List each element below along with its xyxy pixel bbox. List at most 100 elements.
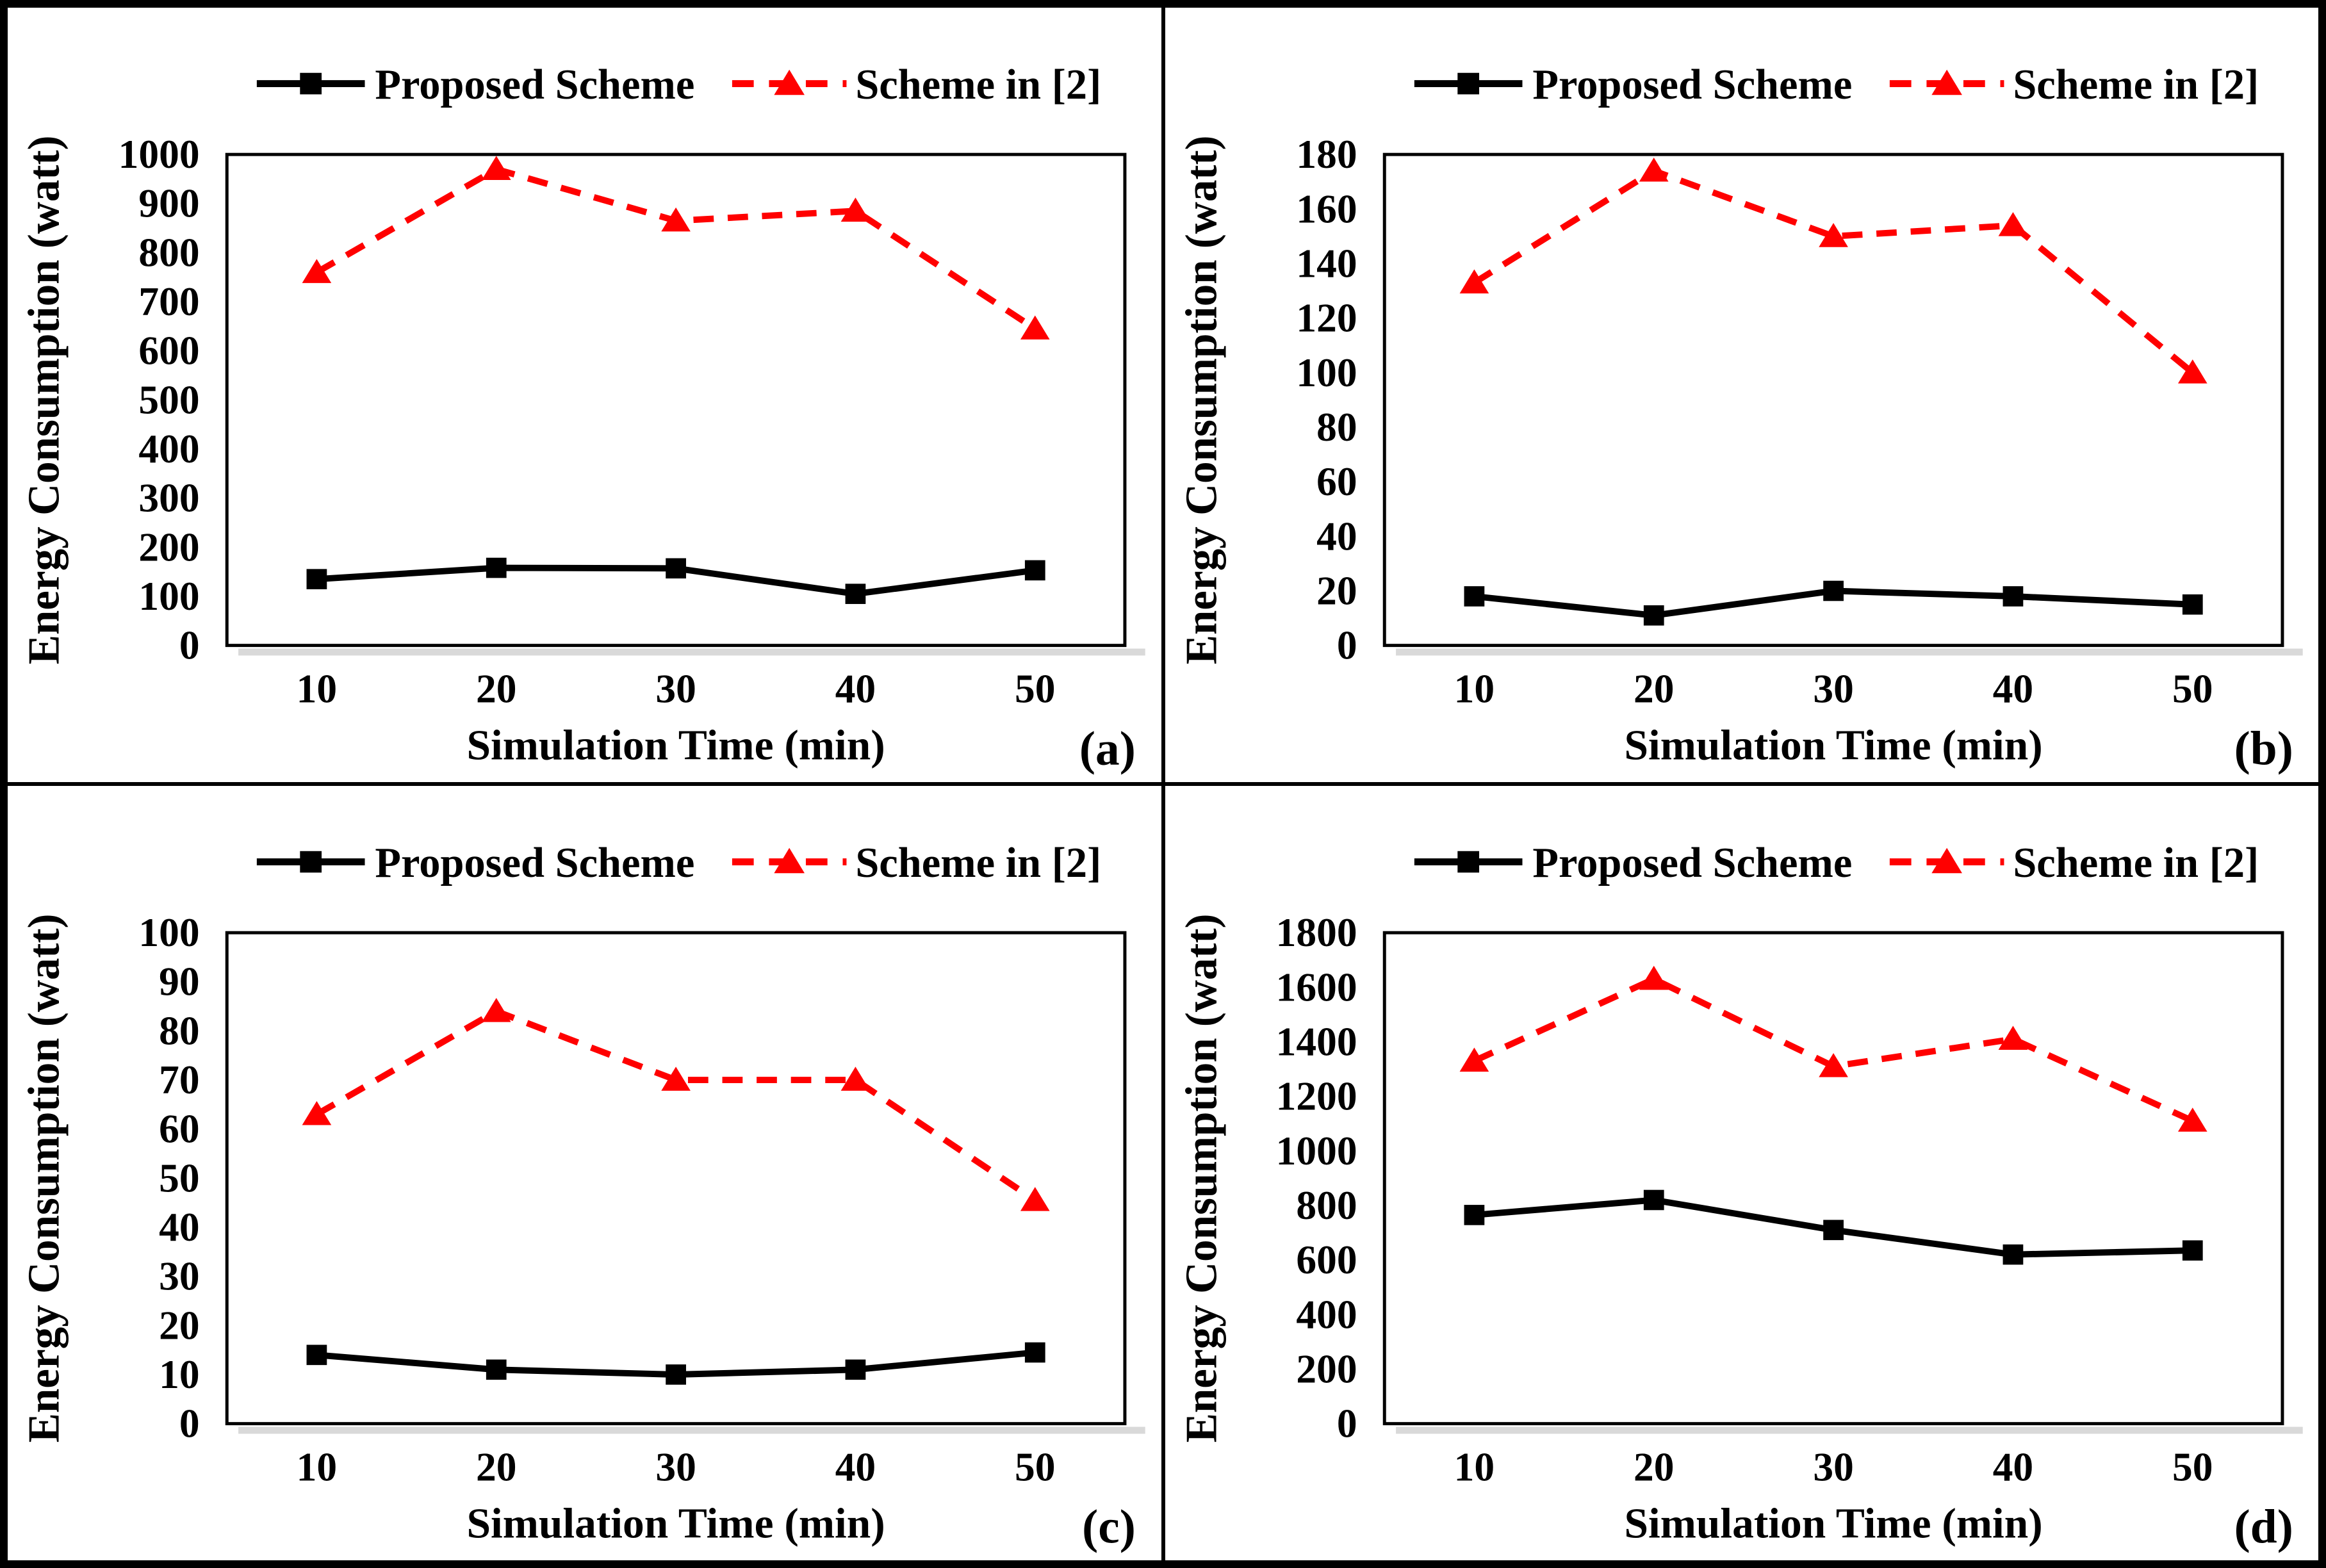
- y-tick-label: 80: [1316, 405, 1357, 450]
- panel-letter: (d): [2234, 1500, 2293, 1553]
- panel-letter: (b): [2234, 722, 2293, 775]
- square-marker-icon: [300, 72, 322, 95]
- legend-item-proposed: Proposed Scheme: [1414, 61, 1852, 108]
- axis-shadow: [1395, 648, 2303, 656]
- triangle-marker-icon: [302, 259, 332, 283]
- square-marker-icon: [306, 1344, 327, 1366]
- y-tick-label: 60: [159, 1107, 199, 1152]
- series-line-scheme2: [315, 1008, 1037, 1203]
- y-tick-label: 0: [1336, 1401, 1357, 1446]
- y-axis-title: Energy Consumption (watt): [1176, 136, 1225, 665]
- x-tick-label: 40: [835, 667, 876, 712]
- series-line-scheme2: [315, 165, 1037, 332]
- legend-item-scheme2: Scheme in [2]: [732, 840, 1101, 886]
- triangle-marker-icon: [774, 69, 805, 95]
- y-tick-label: 100: [1296, 350, 1357, 395]
- axis-shadow: [238, 648, 1145, 656]
- y-tick-label: 0: [179, 623, 200, 668]
- triangle-marker-icon: [840, 197, 871, 222]
- square-marker-icon: [1643, 605, 1664, 626]
- chart-panel-b: Proposed Scheme Scheme in [2] Energy Consu…: [1165, 8, 2318, 782]
- y-tick-label: 1000: [119, 132, 200, 177]
- y-tick-label: 800: [1296, 1183, 1357, 1228]
- x-tick-label: 40: [1992, 1445, 2033, 1490]
- y-axis-title: Energy Consumption (watt): [1176, 914, 1225, 1443]
- x-axis-ticks: 10 20 30 40 50: [297, 1445, 1056, 1490]
- y-tick-label: 0: [179, 1401, 200, 1446]
- y-tick-label: 180: [1296, 132, 1357, 177]
- square-marker-icon: [666, 558, 686, 579]
- plot-area-border: [225, 152, 1127, 648]
- y-tick-label: 1400: [1275, 1020, 1357, 1065]
- panel-letter: (a): [1079, 722, 1136, 775]
- y-tick-label: 70: [159, 1058, 199, 1102]
- square-marker-icon: [1457, 72, 1479, 95]
- square-marker-icon: [845, 584, 866, 604]
- chart-svg-a: Proposed Scheme Scheme in [2] Energy Consu…: [19, 61, 1145, 775]
- y-tick-label: 60: [1316, 459, 1357, 504]
- y-tick-label: 800: [138, 231, 199, 275]
- legend-item-scheme2: Scheme in [2]: [1889, 840, 2259, 886]
- series-proposed: [306, 557, 1045, 604]
- series-scheme2: [302, 998, 1050, 1211]
- square-marker-icon: [1457, 851, 1479, 873]
- y-tick-label: 200: [1296, 1347, 1357, 1392]
- x-tick-label: 10: [1454, 1445, 1494, 1490]
- x-axis-ticks: 10 20 30 40 50: [1454, 1445, 2213, 1490]
- y-tick-label: 0: [1336, 623, 1357, 668]
- legend-item-proposed: Proposed Scheme: [256, 61, 694, 108]
- x-tick-label: 50: [2172, 1445, 2213, 1490]
- chart-svg-b: Proposed Scheme Scheme in [2] Energy Consu…: [1176, 61, 2303, 775]
- series-scheme2: [1459, 157, 2207, 384]
- x-tick-label: 50: [1015, 1445, 1055, 1490]
- x-axis-title: Simulation Time (min): [1624, 1499, 2042, 1548]
- square-marker-icon: [2182, 1240, 2203, 1261]
- y-tick-label: 600: [1296, 1237, 1357, 1282]
- square-marker-icon: [1822, 580, 1844, 601]
- y-axis-title: Energy Consumption (watt): [19, 914, 68, 1443]
- y-axis-ticks: 0 20 40 60 80 100 120 140 160 180: [1296, 132, 1357, 667]
- y-tick-label: 1200: [1275, 1074, 1357, 1119]
- triangle-marker-icon: [481, 156, 511, 180]
- x-axis-ticks: 10 20 30 40 50: [297, 667, 1056, 712]
- square-marker-icon: [300, 851, 322, 873]
- chart-panel-c: Proposed Scheme Scheme in [2] Energy Consu…: [8, 786, 1161, 1560]
- y-tick-label: 90: [159, 960, 199, 1004]
- y-tick-label: 80: [159, 1009, 199, 1054]
- y-tick-label: 50: [159, 1156, 199, 1200]
- y-tick-label: 100: [138, 574, 199, 619]
- x-tick-label: 20: [476, 1445, 516, 1490]
- triangle-marker-icon: [1459, 269, 1489, 294]
- triangle-marker-icon: [1639, 157, 1669, 182]
- y-tick-label: 20: [159, 1303, 199, 1348]
- y-tick-label: 500: [138, 377, 199, 422]
- triangle-marker-icon: [1818, 223, 1848, 247]
- y-axis-title: Energy Consumption (watt): [19, 136, 68, 665]
- x-tick-label: 20: [476, 667, 516, 712]
- triangle-marker-icon: [1931, 69, 1962, 95]
- square-marker-icon: [486, 1359, 507, 1380]
- y-tick-label: 160: [1296, 186, 1357, 231]
- legend: Proposed Scheme Scheme in [2]: [1414, 61, 2259, 108]
- triangle-marker-icon: [2177, 359, 2207, 384]
- x-tick-label: 40: [1992, 667, 2033, 712]
- square-marker-icon: [1643, 1189, 1664, 1211]
- x-axis-title: Simulation Time (min): [1624, 721, 2042, 769]
- legend-label-proposed: Proposed Scheme: [1532, 61, 1852, 108]
- y-tick-label: 1800: [1275, 910, 1357, 955]
- axis-shadow: [238, 1426, 1145, 1434]
- y-tick-label: 200: [138, 525, 199, 569]
- triangle-marker-icon: [1818, 1053, 1848, 1077]
- x-tick-label: 10: [297, 667, 337, 712]
- triangle-marker-icon: [481, 998, 511, 1022]
- legend: Proposed Scheme Scheme in [2]: [256, 840, 1101, 886]
- x-tick-label: 20: [1634, 667, 1674, 712]
- chart-svg-c: Proposed Scheme Scheme in [2] Energy Consu…: [19, 840, 1145, 1553]
- square-marker-icon: [2002, 1244, 2023, 1265]
- triangle-marker-icon: [2177, 1107, 2207, 1132]
- legend-label-scheme2: Scheme in [2]: [855, 61, 1101, 108]
- chart-panel-d: Proposed Scheme Scheme in [2] Energy Consu…: [1165, 786, 2318, 1560]
